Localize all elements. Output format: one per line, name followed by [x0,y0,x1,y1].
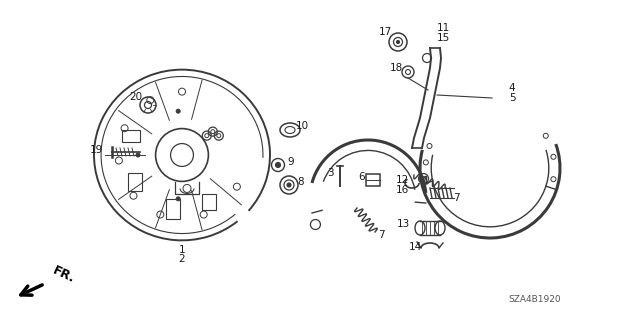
Text: 4: 4 [509,83,515,93]
Text: 6: 6 [358,172,365,182]
Text: 7: 7 [378,230,384,240]
Text: 13: 13 [396,219,410,229]
Circle shape [176,197,180,201]
Text: SZA4B1920: SZA4B1920 [509,295,561,305]
Text: 2: 2 [179,254,186,264]
Text: 7: 7 [452,193,460,203]
Text: 17: 17 [378,27,392,37]
Text: 12: 12 [396,175,408,185]
Text: 11: 11 [436,23,450,33]
Circle shape [136,153,140,157]
Text: 15: 15 [436,33,450,43]
Text: FR.: FR. [51,264,77,286]
Text: 10: 10 [296,121,308,131]
Text: 16: 16 [396,185,408,195]
Circle shape [397,41,399,43]
Text: 9: 9 [288,157,294,167]
Text: 5: 5 [509,93,515,103]
Text: 8: 8 [298,177,304,187]
Text: 20: 20 [129,92,143,102]
Text: 3: 3 [326,168,333,178]
Text: 14: 14 [408,242,422,252]
Text: 19: 19 [90,145,102,155]
Circle shape [176,109,180,113]
Text: 1: 1 [179,245,186,255]
Text: 18: 18 [389,63,403,73]
Circle shape [287,183,291,187]
Circle shape [275,162,280,167]
